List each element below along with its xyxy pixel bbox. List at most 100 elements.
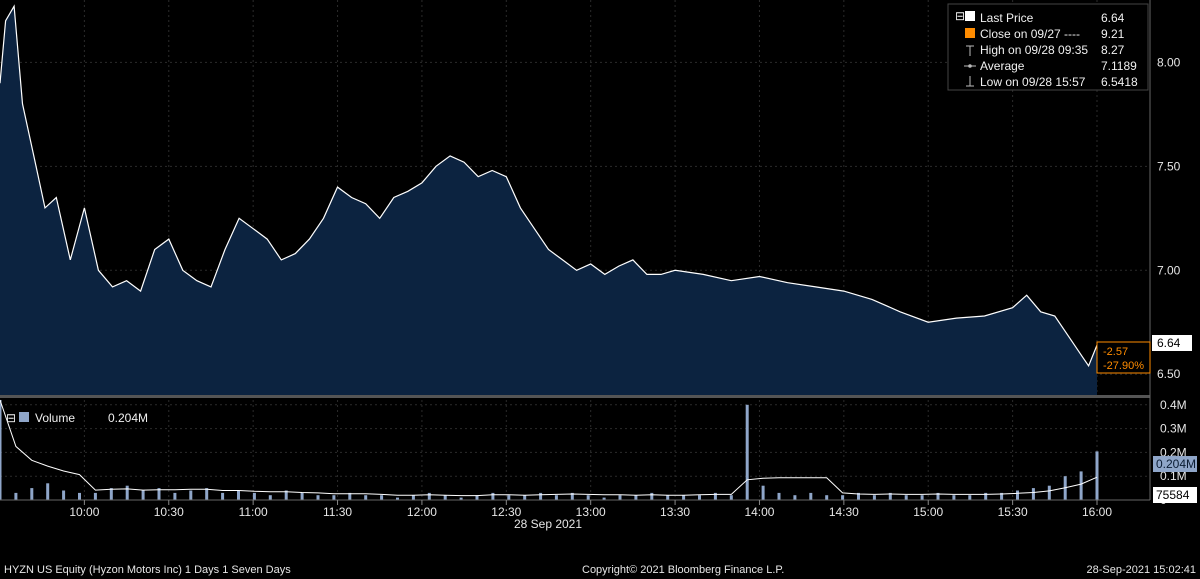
volume-y-tick-label: 0.2M xyxy=(1160,445,1187,459)
x-tick-label: 15:30 xyxy=(998,505,1028,519)
legend-average-value: 7.1189 xyxy=(1101,59,1137,73)
x-tick-label: 13:00 xyxy=(576,505,606,519)
volume-bar xyxy=(523,495,527,500)
volume-bar xyxy=(396,497,399,500)
x-tick-label: 10:30 xyxy=(154,505,184,519)
volume-bar xyxy=(777,492,781,500)
volume-bars xyxy=(0,400,1099,500)
volume-bar xyxy=(841,495,845,500)
footer-bar: HYZN US Equity (Hyzon Motors Inc) 1 Days… xyxy=(0,561,1200,579)
volume-bar xyxy=(602,497,606,500)
volume-bar xyxy=(920,495,924,500)
volume-bar xyxy=(300,492,304,500)
price-line xyxy=(0,4,1098,368)
volume-bar xyxy=(332,495,336,500)
volume-bar xyxy=(650,492,654,500)
change-percent: -27.90% xyxy=(1103,360,1144,372)
volume-bar xyxy=(1079,471,1083,500)
volume-y-tick-label: 0.1M xyxy=(1160,469,1187,483)
volume-bar xyxy=(491,492,495,500)
volume-legend-toggle-icon[interactable]: ⊟ xyxy=(6,411,16,425)
volume-last-tag: 0.204M xyxy=(1153,456,1197,472)
volume-bar xyxy=(14,492,18,500)
high-marker-icon xyxy=(966,45,974,56)
price-y-tick-label: 7.00 xyxy=(1157,263,1181,277)
x-ticks: 10:00 10:30 11:00 11:30 12:00 12:30 13:00 13:30… xyxy=(69,500,1112,519)
volume-square-icon xyxy=(19,412,29,422)
price-y-tick-label: 7.50 xyxy=(1157,159,1181,173)
volume-bar xyxy=(157,488,161,500)
change-tag: -2.57 -27.90% xyxy=(1096,341,1151,374)
volume-bar xyxy=(364,495,368,500)
price-legend[interactable]: ⊟ Last Price 6.64 Close on 09/27 ---- 9.… xyxy=(947,3,1149,91)
volume-bar xyxy=(634,495,638,500)
x-tick-label: 14:00 xyxy=(744,505,774,519)
volume-bar xyxy=(618,495,622,500)
volume-legend-label: Volume xyxy=(35,411,75,425)
volume-bar xyxy=(109,488,113,500)
volume-bar xyxy=(904,495,908,500)
volume-bar xyxy=(1000,492,1004,500)
footer-security-info: HYZN US Equity (Hyzon Motors Inc) 1 Days… xyxy=(4,564,291,576)
price-y-tick-label: 6.50 xyxy=(1157,367,1181,381)
volume-bar xyxy=(237,490,240,500)
volume-bar xyxy=(1095,451,1099,500)
x-tick-label: 14:30 xyxy=(829,505,859,519)
legend-close-label: Close on 09/27 ---- xyxy=(980,27,1080,41)
volume-bar xyxy=(539,492,543,500)
volume-y-ticks: 00.1M0.2M0.3M0.4M xyxy=(1160,398,1187,507)
volume-bar xyxy=(189,490,193,500)
volume-bar xyxy=(443,495,447,500)
volume-bar xyxy=(984,492,988,500)
last-price-tag: 6.64 xyxy=(1152,335,1192,351)
volume-bar xyxy=(252,492,256,500)
volume-bar xyxy=(348,492,352,500)
volume-bar xyxy=(30,488,34,500)
price-area xyxy=(0,6,1097,395)
volume-bar xyxy=(1031,488,1035,500)
last-price-tag-text: 6.64 xyxy=(1157,336,1181,350)
volume-bar xyxy=(205,488,209,500)
volume-bar xyxy=(682,495,686,500)
legend-high-label: High on 09/28 09:35 xyxy=(980,43,1088,57)
volume-bar xyxy=(586,495,590,500)
volume-bar xyxy=(93,492,97,500)
legend-low-label: Low on 09/28 15:57 xyxy=(980,75,1086,89)
volume-bar xyxy=(968,495,972,500)
volume-bar xyxy=(666,495,670,500)
volume-bar xyxy=(857,492,860,500)
legend-last-price-value: 6.64 xyxy=(1101,11,1125,25)
volume-average-line xyxy=(0,399,1098,497)
volume-bar xyxy=(46,483,50,500)
volume-bar xyxy=(62,490,66,500)
volume-bar xyxy=(475,495,479,500)
volume-bar xyxy=(793,495,797,500)
volume-bar xyxy=(1047,485,1051,500)
volume-bar xyxy=(872,495,876,500)
panel-divider[interactable] xyxy=(0,395,1150,398)
footer-timestamp: 28-Sep-2021 15:02:41 xyxy=(1086,564,1196,576)
date-label: 28 Sep 2021 xyxy=(514,517,582,531)
volume-bar xyxy=(554,495,558,500)
x-tick-label: 11:00 xyxy=(239,505,268,519)
volume-bar xyxy=(268,495,272,500)
volume-avg-tag-text: 75584 xyxy=(1156,488,1190,502)
volume-bar xyxy=(745,404,749,500)
legend-toggle-icon[interactable]: ⊟ xyxy=(955,9,965,23)
change-value: -2.57 xyxy=(1103,346,1128,358)
volume-bar xyxy=(952,495,956,500)
price-y-ticks: 6.50 7.00 7.50 8.00 xyxy=(1157,55,1181,381)
volume-bar xyxy=(173,492,177,500)
volume-bar xyxy=(729,495,733,500)
volume-bar xyxy=(0,400,2,500)
volume-bar xyxy=(427,492,431,500)
white-square-icon xyxy=(965,11,975,21)
legend-last-price-label: Last Price xyxy=(980,11,1034,25)
volume-bar xyxy=(698,495,701,500)
legend-average-label: Average xyxy=(980,59,1025,73)
volume-bar xyxy=(936,492,940,500)
legend-low-value: 6.5418 xyxy=(1101,75,1138,89)
volume-last-tag-text: 0.204M xyxy=(1156,457,1196,471)
volume-legend[interactable]: ⊟ Volume 0.204M xyxy=(6,411,148,425)
volume-bar xyxy=(125,485,129,500)
